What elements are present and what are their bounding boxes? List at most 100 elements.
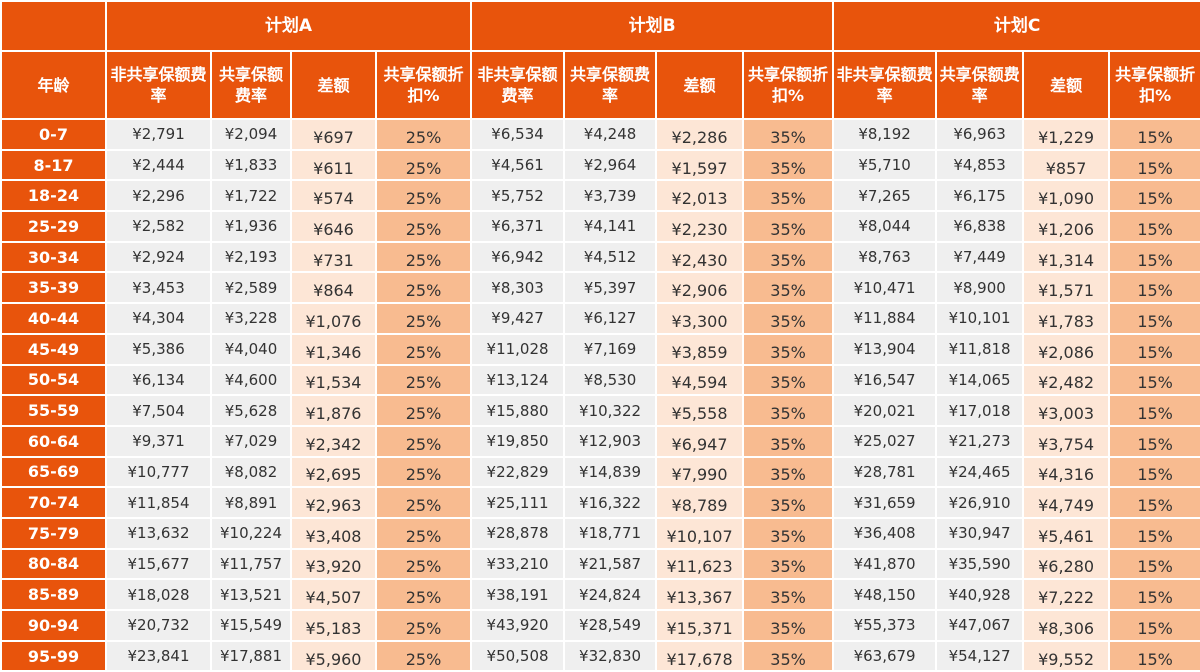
value-cell: ¥7,990 [655, 455, 745, 489]
value-cell: 35% [742, 179, 835, 213]
value-cell: ¥6,534 [470, 118, 566, 151]
value-cell: ¥32,830 [563, 639, 658, 672]
value-cell: ¥3,920 [290, 547, 377, 581]
value-cell: ¥7,169 [563, 332, 658, 366]
value-cell: ¥50,508 [470, 639, 566, 672]
data-row: 25-29 ¥2,582 ¥1,936 ¥646 25% ¥6,371 ¥4,141 ¥2,2… [0, 210, 1200, 243]
value-cell: ¥2,094 [210, 118, 292, 151]
value-cell: ¥21,273 [935, 424, 1025, 458]
value-cell: ¥6,280 [1022, 547, 1111, 581]
value-cell: ¥16,547 [832, 363, 938, 397]
value-cell: ¥2,582 [105, 210, 212, 243]
value-cell: ¥2,964 [563, 148, 658, 182]
value-cell: ¥4,141 [563, 210, 658, 243]
value-cell: ¥1,346 [290, 332, 377, 366]
value-cell: ¥47,067 [935, 609, 1025, 642]
value-cell: ¥10,224 [210, 516, 292, 550]
value-cell: ¥2,791 [105, 118, 212, 151]
value-cell: ¥1,571 [1022, 271, 1111, 305]
value-cell: ¥2,193 [210, 240, 292, 274]
value-cell: ¥2,906 [655, 271, 745, 305]
value-cell: ¥4,561 [470, 148, 566, 182]
value-cell: ¥43,920 [470, 609, 566, 642]
data-row: 70-74 ¥11,854 ¥8,891 ¥2,963 25% ¥25,111 ¥16,32… [0, 486, 1200, 519]
value-cell: ¥1,876 [290, 394, 377, 427]
value-cell: 25% [374, 516, 473, 550]
value-cell: 35% [742, 547, 835, 581]
plan-header: 计划C [832, 0, 1200, 52]
value-cell: ¥8,192 [832, 118, 938, 151]
value-cell: 35% [742, 302, 835, 335]
value-cell: ¥2,286 [655, 118, 745, 151]
data-row: 85-89 ¥18,028 ¥13,521 ¥4,507 25% ¥38,191 ¥24,8… [0, 578, 1200, 611]
value-cell: ¥4,749 [1022, 486, 1111, 519]
value-cell: ¥16,322 [563, 486, 658, 519]
value-cell: ¥26,910 [935, 486, 1025, 519]
data-row: 80-84 ¥15,677 ¥11,757 ¥3,920 25% ¥33,210 ¥21,5… [0, 547, 1200, 581]
value-cell: ¥2,342 [290, 424, 377, 458]
value-cell: 25% [374, 332, 473, 366]
data-row: 90-94 ¥20,732 ¥15,549 ¥5,183 25% ¥43,920 ¥28,5… [0, 609, 1200, 642]
age-header: 年龄 [0, 50, 107, 120]
value-cell: ¥7,029 [210, 424, 292, 458]
value-cell: 25% [374, 609, 473, 642]
value-cell: 25% [374, 394, 473, 427]
value-cell: ¥4,316 [1022, 455, 1111, 489]
value-cell: 35% [742, 578, 835, 611]
value-cell: ¥20,732 [105, 609, 212, 642]
age-cell: 55-59 [0, 394, 107, 427]
value-cell: 25% [374, 148, 473, 182]
value-cell: ¥2,695 [290, 455, 377, 489]
age-cell: 25-29 [0, 210, 107, 243]
data-row: 75-79 ¥13,632 ¥10,224 ¥3,408 25% ¥28,878 ¥18,7… [0, 516, 1200, 550]
value-cell: 15% [1108, 118, 1200, 151]
column-header: 共享保额费率 [935, 50, 1025, 120]
value-cell: 15% [1108, 271, 1200, 305]
value-cell: 15% [1108, 516, 1200, 550]
value-cell: ¥2,444 [105, 148, 212, 182]
value-cell: 25% [374, 424, 473, 458]
value-cell: 25% [374, 240, 473, 274]
value-cell: 25% [374, 578, 473, 611]
age-cell: 0-7 [0, 118, 107, 151]
value-cell: ¥14,839 [563, 455, 658, 489]
value-cell: ¥646 [290, 210, 377, 243]
value-cell: 25% [374, 210, 473, 243]
value-cell: ¥17,018 [935, 394, 1025, 427]
data-row: 65-69 ¥10,777 ¥8,082 ¥2,695 25% ¥22,829 ¥14,83… [0, 455, 1200, 489]
value-cell: 15% [1108, 424, 1200, 458]
value-cell: ¥40,928 [935, 578, 1025, 611]
age-cell: 65-69 [0, 455, 107, 489]
value-cell: ¥4,594 [655, 363, 745, 397]
header-row: 年龄 非共享保额费率 共享保额费率 差额 共享保额折扣% 非共享保额费率 共享保额费率 差额共… [0, 50, 1200, 120]
value-cell: ¥9,371 [105, 424, 212, 458]
value-cell: 35% [742, 240, 835, 274]
value-cell: ¥11,757 [210, 547, 292, 581]
value-cell: 15% [1108, 609, 1200, 642]
value-cell: 35% [742, 394, 835, 427]
value-cell: ¥19,850 [470, 424, 566, 458]
value-cell: ¥2,296 [105, 179, 212, 213]
value-cell: ¥3,453 [105, 271, 212, 305]
value-cell: ¥35,590 [935, 547, 1025, 581]
column-header: 共享保额费率 [210, 50, 292, 120]
value-cell: ¥4,507 [290, 578, 377, 611]
value-cell: ¥8,891 [210, 486, 292, 519]
value-cell: ¥5,397 [563, 271, 658, 305]
value-cell: ¥23,841 [105, 639, 212, 672]
age-cell: 90-94 [0, 609, 107, 642]
data-row: 30-34 ¥2,924 ¥2,193 ¥731 25% ¥6,942 ¥4,512 ¥2,4… [0, 240, 1200, 274]
value-cell: ¥20,021 [832, 394, 938, 427]
value-cell: ¥14,065 [935, 363, 1025, 397]
value-cell: 15% [1108, 639, 1200, 672]
value-cell: ¥9,427 [470, 302, 566, 335]
value-cell: ¥17,678 [655, 639, 745, 672]
value-cell: ¥36,408 [832, 516, 938, 550]
value-cell: ¥28,878 [470, 516, 566, 550]
value-cell: ¥6,134 [105, 363, 212, 397]
value-cell: ¥8,082 [210, 455, 292, 489]
data-row: 35-39 ¥3,453 ¥2,589 ¥864 25% ¥8,303 ¥5,397 ¥2,9… [0, 271, 1200, 305]
value-cell: ¥3,003 [1022, 394, 1111, 427]
value-cell: 15% [1108, 332, 1200, 366]
